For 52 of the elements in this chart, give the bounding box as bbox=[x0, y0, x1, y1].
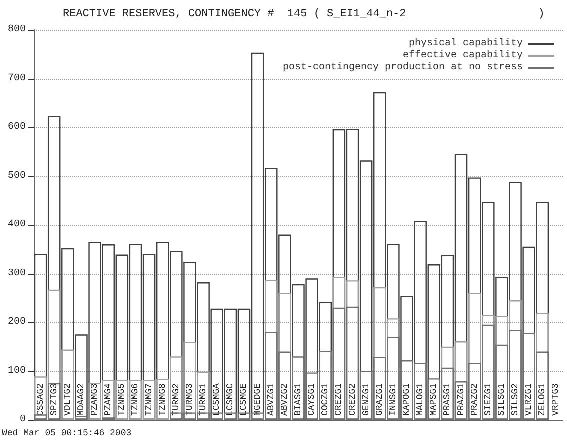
x-tick-label: MALOG1 bbox=[416, 384, 426, 416]
y-tick-label: 400 bbox=[8, 220, 26, 230]
x-tick-label: BIASG1 bbox=[294, 384, 304, 416]
y-tick-label: 0 bbox=[20, 414, 26, 426]
legend-label: effective capability bbox=[402, 50, 523, 62]
y-tick-label: 200 bbox=[8, 317, 26, 328]
x-tick-label: PRAZG2 bbox=[470, 384, 480, 416]
x-tick-label: VDLTG2 bbox=[62, 384, 73, 416]
x-tick-label: MGEDGE bbox=[252, 384, 263, 416]
x-tick-label: SILSG2 bbox=[510, 384, 521, 416]
x-tick-label: GRAZG1 bbox=[374, 384, 385, 416]
x-tick-label: CREZG1 bbox=[334, 384, 344, 416]
x-tick-label: CAYSG1 bbox=[307, 384, 318, 416]
x-tick-label: SILSG1 bbox=[496, 384, 507, 416]
x-tick-label: LCSMGE bbox=[239, 384, 250, 416]
x-tick-label: ZELOG1 bbox=[538, 384, 548, 416]
y-tick-label: 700 bbox=[8, 73, 26, 84]
y-tick-label: 100 bbox=[8, 366, 26, 377]
x-tick-label: TZNMG5 bbox=[117, 384, 128, 416]
x-tick-label: PRAZG1 bbox=[456, 384, 466, 416]
x-tick-label: PRASG1 bbox=[442, 384, 453, 416]
x-tick-label: PZAMG4 bbox=[104, 384, 114, 416]
x-tick-label: PZAMG3 bbox=[90, 384, 100, 416]
x-tick-label: KAPOG1 bbox=[402, 384, 412, 416]
x-tick-label: LCSMGC bbox=[226, 382, 236, 416]
x-tick-label: TURMG2 bbox=[171, 384, 182, 416]
x-tick-label: VRPTG3 bbox=[551, 384, 562, 416]
x-tick-label: SPZTG3 bbox=[49, 384, 60, 416]
y-tick-label: 600 bbox=[8, 122, 26, 133]
x-tick-label: SIEZG1 bbox=[483, 384, 494, 416]
x-tick-label: MDAAG2 bbox=[76, 384, 86, 416]
x-tick-label: LCSMGA bbox=[212, 382, 222, 416]
chart-title: REACTIVE RESERVES, CONTINGENCY # 145 ( S_EI1_44_n-2 ) bbox=[63, 8, 545, 20]
x-tick-label: GENZG1 bbox=[361, 384, 372, 416]
x-tick-label: TZNMG8 bbox=[158, 384, 168, 416]
legend-label: post-contingency production at no stress bbox=[282, 62, 523, 74]
x-tick-label: VLRZG1 bbox=[524, 384, 534, 416]
text: Wed Mar 05 00:15:46 2003 bbox=[2, 428, 132, 438]
x-tick-label: TZNMG6 bbox=[130, 384, 141, 416]
x-tick-label: INNSG1 bbox=[388, 384, 398, 416]
y-tick-label: 500 bbox=[8, 170, 26, 182]
x-tick-label: CREZG2 bbox=[348, 384, 358, 416]
x-tick-label: TURMG3 bbox=[184, 384, 195, 416]
x-tick-label: TZNMG7 bbox=[144, 384, 154, 416]
x-tick-label: MAPSG1 bbox=[429, 384, 440, 416]
x-tick-label: CSSAG2 bbox=[36, 384, 46, 416]
legend-label: physical capability bbox=[408, 38, 523, 50]
x-tick-label: COCZG1 bbox=[320, 384, 331, 416]
y-tick-label: 300 bbox=[8, 268, 26, 280]
x-tick-label: ABVZG1 bbox=[266, 384, 276, 416]
x-tick-label: ABVZG2 bbox=[280, 384, 290, 416]
y-tick-label: 800 bbox=[8, 24, 26, 36]
